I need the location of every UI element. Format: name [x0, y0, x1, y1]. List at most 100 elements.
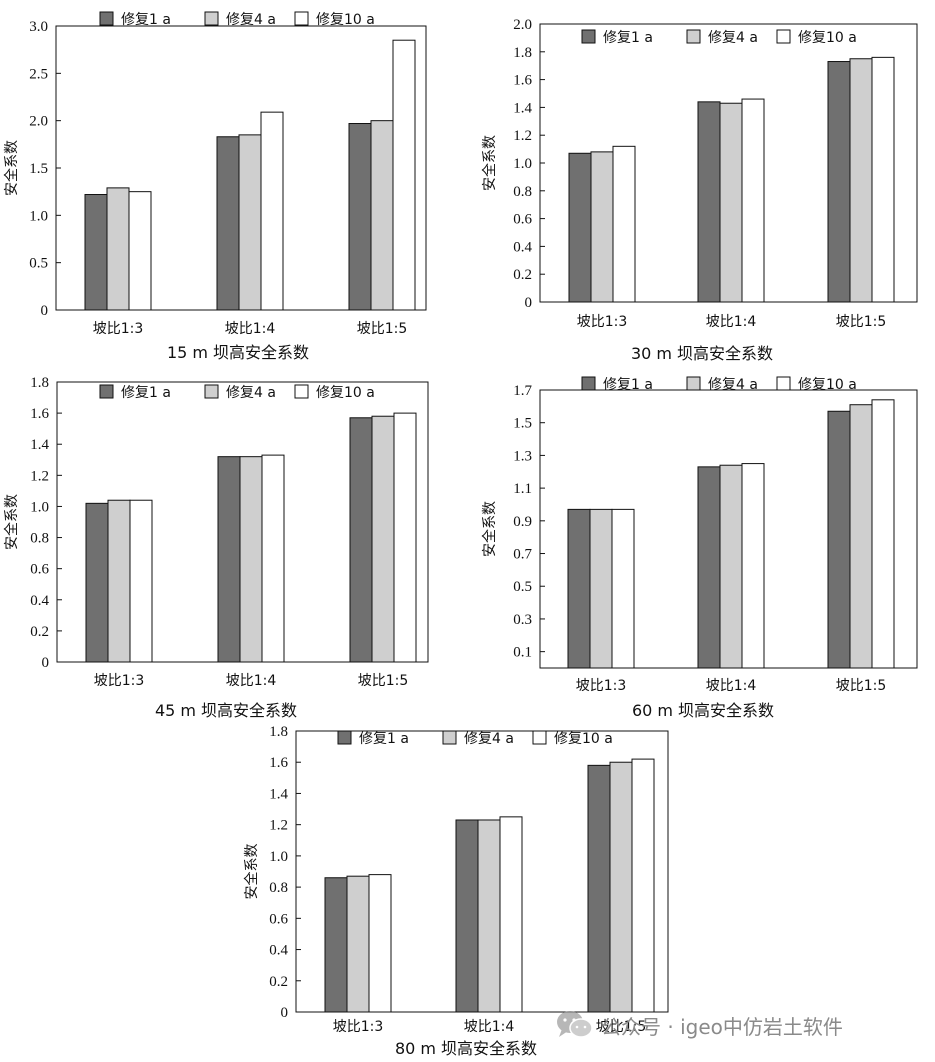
legend-label: 修复10 a — [798, 29, 857, 46]
y-tick-label: 1.6 — [269, 755, 288, 771]
y-tick-label: 1.0 — [269, 849, 288, 865]
y-tick-label: 2.5 — [29, 66, 48, 82]
bar-3-series-3 — [631, 758, 655, 1013]
y-tick-label: 1.0 — [30, 499, 49, 515]
legend-label: 修复1 a — [603, 29, 653, 46]
legend-swatch — [204, 384, 219, 399]
bar-3-series-1 — [827, 61, 851, 303]
legend-label: 修复1 a — [603, 376, 653, 393]
y-tick-label: 1.6 — [513, 73, 532, 89]
chart-caption: 15 m 坝高安全系数 — [167, 343, 309, 362]
category-label: 坡比1:3 — [577, 314, 628, 330]
y-tick-label: 1.7 — [513, 383, 532, 399]
bar-3-series-3 — [871, 56, 895, 303]
bar-3-series-2 — [849, 58, 873, 303]
category-label: 坡比1:3 — [94, 673, 145, 689]
bar-2-series-3 — [260, 111, 284, 311]
y-tick-label: 0 — [525, 295, 533, 311]
bar-2-series-3 — [499, 816, 523, 1013]
bar-2-series-2 — [719, 102, 743, 303]
y-axis-title: 安全系数 — [3, 494, 20, 550]
bar-3-series-3 — [393, 412, 417, 663]
category-label: 坡比1:4 — [706, 678, 757, 694]
bar-2-series-3 — [741, 463, 765, 669]
legend-label: 修复4 a — [226, 11, 276, 28]
legend-label: 修复10 a — [798, 376, 857, 393]
y-tick-label: 0.4 — [513, 239, 532, 255]
legend-swatch — [776, 376, 791, 391]
y-tick-label: 0.1 — [513, 645, 532, 661]
y-tick-label: 0.8 — [513, 184, 532, 200]
bar-1-series-1 — [567, 508, 591, 669]
y-tick-label: 1.3 — [513, 448, 532, 464]
category-label: 坡比1:5 — [596, 1019, 647, 1035]
y-tick-label: 0 — [281, 1005, 289, 1021]
bar-1-series-3 — [368, 874, 392, 1013]
y-tick-label: 0.4 — [30, 593, 49, 609]
y-axis-title: 安全系数 — [243, 844, 260, 900]
legend-swatch — [581, 29, 596, 44]
y-tick-label: 0.2 — [30, 624, 49, 640]
y-tick-label: 2.0 — [29, 114, 48, 130]
y-tick-label: 1.2 — [269, 818, 288, 834]
bar-2-series-2 — [719, 464, 743, 669]
y-tick-label: 1.4 — [30, 437, 49, 453]
y-tick-label: 1.2 — [30, 468, 49, 484]
bar-3-series-1 — [349, 417, 373, 663]
y-axis-title: 安全系数 — [481, 135, 498, 191]
legend-swatch — [337, 730, 352, 745]
y-tick-label: 1.8 — [513, 45, 532, 61]
bar-3-series-2 — [609, 761, 633, 1013]
y-tick-label: 2.0 — [513, 17, 532, 33]
bar-1-series-2 — [107, 499, 131, 663]
bar-1-series-2 — [589, 508, 613, 669]
watermark-text: 公众号 · igeo中仿岩土软件 — [601, 1014, 843, 1039]
bar-2-series-2 — [239, 456, 263, 663]
y-tick-label: 0.6 — [269, 911, 288, 927]
bar-2-series-2 — [238, 134, 262, 311]
category-label: 坡比1:3 — [333, 1019, 384, 1035]
category-label: 坡比1:4 — [706, 314, 757, 330]
y-tick-label: 1.5 — [513, 416, 532, 432]
bar-1-series-1 — [324, 877, 348, 1013]
y-tick-label: 1.6 — [30, 406, 49, 422]
chart-caption: 80 m 坝高安全系数 — [395, 1039, 537, 1058]
legend-swatch — [204, 11, 219, 26]
bar-1-series-2 — [346, 875, 370, 1013]
y-tick-label: 0.6 — [513, 212, 532, 228]
category-label: 坡比1:4 — [225, 321, 276, 337]
watermark: 公众号 · igeo中仿岩土软件 — [555, 1006, 843, 1044]
legend-label: 修复10 a — [316, 384, 375, 401]
category-label: 坡比1:5 — [836, 678, 887, 694]
legend-swatch — [442, 730, 457, 745]
y-tick-label: 0.9 — [513, 514, 532, 530]
bar-3-series-1 — [827, 410, 851, 669]
y-tick-label: 1.0 — [513, 156, 532, 172]
bar-2-series-3 — [261, 454, 285, 663]
legend-label: 修复1 a — [359, 730, 409, 747]
category-label: 坡比1:3 — [576, 678, 627, 694]
y-tick-label: 3.0 — [29, 19, 48, 35]
y-tick-label: 0.2 — [269, 974, 288, 990]
legend-swatch — [99, 384, 114, 399]
category-label: 坡比1:4 — [226, 673, 277, 689]
category-label: 坡比1:4 — [464, 1019, 515, 1035]
legend-swatch — [776, 29, 791, 44]
legend-label: 修复4 a — [708, 29, 758, 46]
bar-1-series-2 — [106, 187, 130, 311]
y-tick-label: 0 — [41, 303, 49, 319]
legend-swatch — [686, 376, 701, 391]
bar-2-series-1 — [455, 819, 479, 1013]
bar-3-series-2 — [849, 404, 873, 669]
bar-1-series-3 — [611, 508, 635, 669]
y-tick-label: 1.8 — [269, 724, 288, 740]
bar-1-series-2 — [590, 151, 614, 303]
legend-label: 修复4 a — [708, 376, 758, 393]
bar-2-series-1 — [697, 101, 721, 303]
bar-1-series-1 — [84, 194, 108, 311]
y-tick-label: 0.5 — [513, 579, 532, 595]
bar-2-series-1 — [217, 456, 241, 663]
